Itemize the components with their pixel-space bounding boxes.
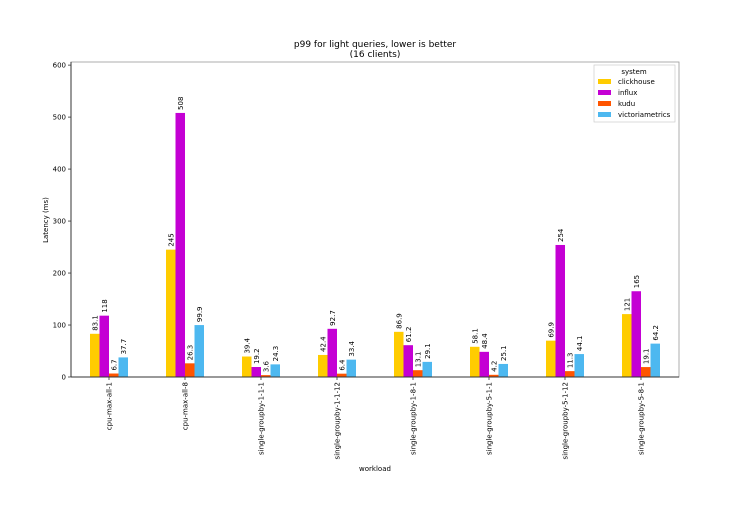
data-label: 61.2 (405, 327, 413, 343)
data-label: 24.3 (272, 346, 280, 362)
y-tick-label: 300 (53, 218, 66, 226)
bar-clickhouse (394, 331, 404, 377)
plot-frame (70, 61, 680, 378)
y-tick-label: 0 (62, 374, 66, 382)
bar-kudu (185, 363, 195, 377)
data-label: 25.1 (500, 345, 508, 361)
bar-influx (403, 345, 413, 377)
bar-clickhouse (166, 249, 176, 377)
bar-kudu (413, 370, 423, 377)
data-label: 13.1 (414, 352, 422, 368)
legend-swatch-victoriametrics (598, 112, 611, 117)
bar-clickhouse (318, 354, 328, 377)
data-label: 118 (101, 299, 109, 312)
legend-swatch-influx (598, 90, 611, 95)
legend-swatch-clickhouse (598, 79, 611, 84)
data-label: 508 (177, 97, 185, 110)
data-label: 6.7 (110, 359, 118, 370)
data-label: 19.1 (642, 348, 650, 364)
bar-clickhouse (546, 340, 556, 377)
bar-influx (175, 112, 185, 377)
bar-kudu (489, 374, 499, 377)
x-tick-label: single-groupby-5-1-12 (562, 382, 570, 459)
legend-swatch-kudu (598, 101, 611, 106)
chart-subtitle: (16 clients) (350, 50, 401, 60)
x-tick-label: single-groupby-5-1-1 (486, 382, 494, 455)
x-tick-label: single-groupby-1-1-12 (334, 382, 342, 459)
data-label: 19.2 (253, 348, 261, 364)
bar-clickhouse (242, 356, 252, 377)
data-label: 42.4 (319, 336, 327, 352)
data-label: 48.4 (481, 333, 489, 349)
x-axis-label: workload (359, 465, 391, 473)
data-label: 37.7 (120, 339, 128, 355)
bar-victoriametrics (194, 325, 204, 377)
data-label: 83.1 (91, 315, 99, 331)
bar-influx (631, 291, 641, 377)
data-label: 165 (633, 275, 641, 288)
x-tick-label: single-groupby-1-8-1 (410, 382, 418, 455)
legend-label-clickhouse: clickhouse (618, 78, 655, 86)
bar-victoriametrics (270, 364, 280, 377)
x-tick-label: single-groupby-5-8-1 (638, 382, 646, 455)
legend-label-kudu: kudu (618, 100, 635, 108)
bar-kudu (337, 373, 347, 377)
bar-victoriametrics (346, 359, 356, 377)
x-tick-label: single-groupby-1-1-1 (258, 382, 266, 455)
data-label: 121 (623, 298, 631, 311)
bar-kudu (565, 371, 575, 377)
bar-victoriametrics (498, 363, 508, 377)
x-tick-label: cpu-max-all-8 (182, 382, 190, 430)
bar-victoriametrics (650, 343, 660, 377)
bar-clickhouse (470, 346, 480, 377)
y-tick-label: 400 (53, 166, 66, 174)
y-tick-label: 500 (53, 114, 66, 122)
x-tick-label: cpu-max-all-1 (106, 382, 114, 430)
legend-title: system (621, 68, 646, 76)
data-label: 39.4 (243, 337, 251, 353)
y-tick-label: 600 (53, 62, 66, 70)
data-label: 4.2 (490, 361, 498, 372)
data-label: 245 (167, 233, 175, 246)
data-label: 99.9 (196, 306, 204, 322)
legend-label-victoriametrics: victoriametrics (618, 111, 671, 119)
bar-influx (99, 315, 109, 377)
legend-label-influx: influx (618, 89, 637, 97)
y-axis-label: Latency (ms) (42, 197, 50, 243)
data-label: 11.3 (566, 353, 574, 369)
bar-influx (479, 351, 489, 377)
data-label: 6.4 (338, 359, 346, 371)
bar-victoriametrics (118, 357, 128, 377)
data-label: 69.9 (547, 322, 555, 338)
data-label: 254 (557, 228, 565, 242)
bar-kudu (641, 367, 651, 377)
bar-influx (251, 367, 261, 377)
bar-influx (327, 328, 337, 377)
bar-kudu (261, 375, 271, 377)
data-label: 26.3 (186, 345, 194, 361)
data-label: 3.6 (262, 360, 270, 372)
data-label: 33.4 (348, 341, 356, 357)
data-label: 44.1 (576, 335, 584, 351)
y-tick-label: 100 (53, 322, 66, 330)
bar-kudu (109, 373, 119, 377)
data-label: 86.9 (395, 313, 403, 329)
bar-clickhouse (90, 333, 100, 377)
legend: system clickhouse influx kudu victoriametri… (593, 64, 676, 123)
bar-clickhouse (622, 314, 632, 377)
data-label: 92.7 (329, 310, 337, 326)
data-label: 29.1 (424, 343, 432, 359)
chart-title: p99 for light queries, lower is better (294, 40, 457, 50)
bar-influx (555, 244, 565, 377)
bar-victoriametrics (422, 361, 432, 377)
data-label: 58.1 (471, 328, 479, 344)
bar-victoriametrics (574, 354, 584, 377)
data-label: 64.2 (652, 325, 660, 341)
y-tick-label: 200 (53, 270, 66, 278)
